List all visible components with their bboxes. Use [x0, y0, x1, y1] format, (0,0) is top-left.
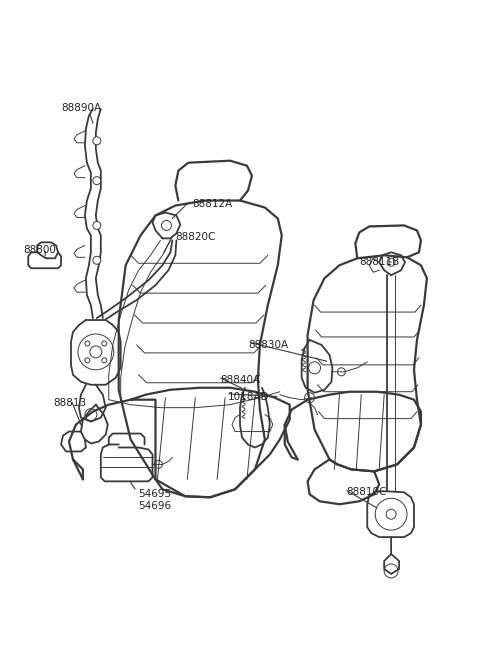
- Circle shape: [386, 509, 396, 519]
- Circle shape: [93, 137, 101, 145]
- Text: 88811B: 88811B: [360, 257, 399, 267]
- Text: 88820C: 88820C: [175, 233, 216, 242]
- Text: 54695: 54695: [139, 489, 172, 499]
- Circle shape: [93, 177, 101, 185]
- Text: 88890A: 88890A: [61, 103, 101, 113]
- Text: 1018AD: 1018AD: [228, 392, 270, 402]
- Text: 88813: 88813: [53, 398, 86, 407]
- Text: 88830A: 88830A: [248, 340, 288, 350]
- Text: 54696: 54696: [139, 501, 172, 512]
- Circle shape: [90, 346, 102, 358]
- Text: 88812A: 88812A: [192, 198, 232, 208]
- Circle shape: [93, 256, 101, 264]
- Text: 88840A: 88840A: [220, 375, 260, 384]
- Circle shape: [161, 221, 171, 231]
- Circle shape: [93, 221, 101, 229]
- Text: 88810C: 88810C: [347, 487, 387, 497]
- Circle shape: [387, 258, 395, 267]
- Text: 88800: 88800: [23, 246, 56, 255]
